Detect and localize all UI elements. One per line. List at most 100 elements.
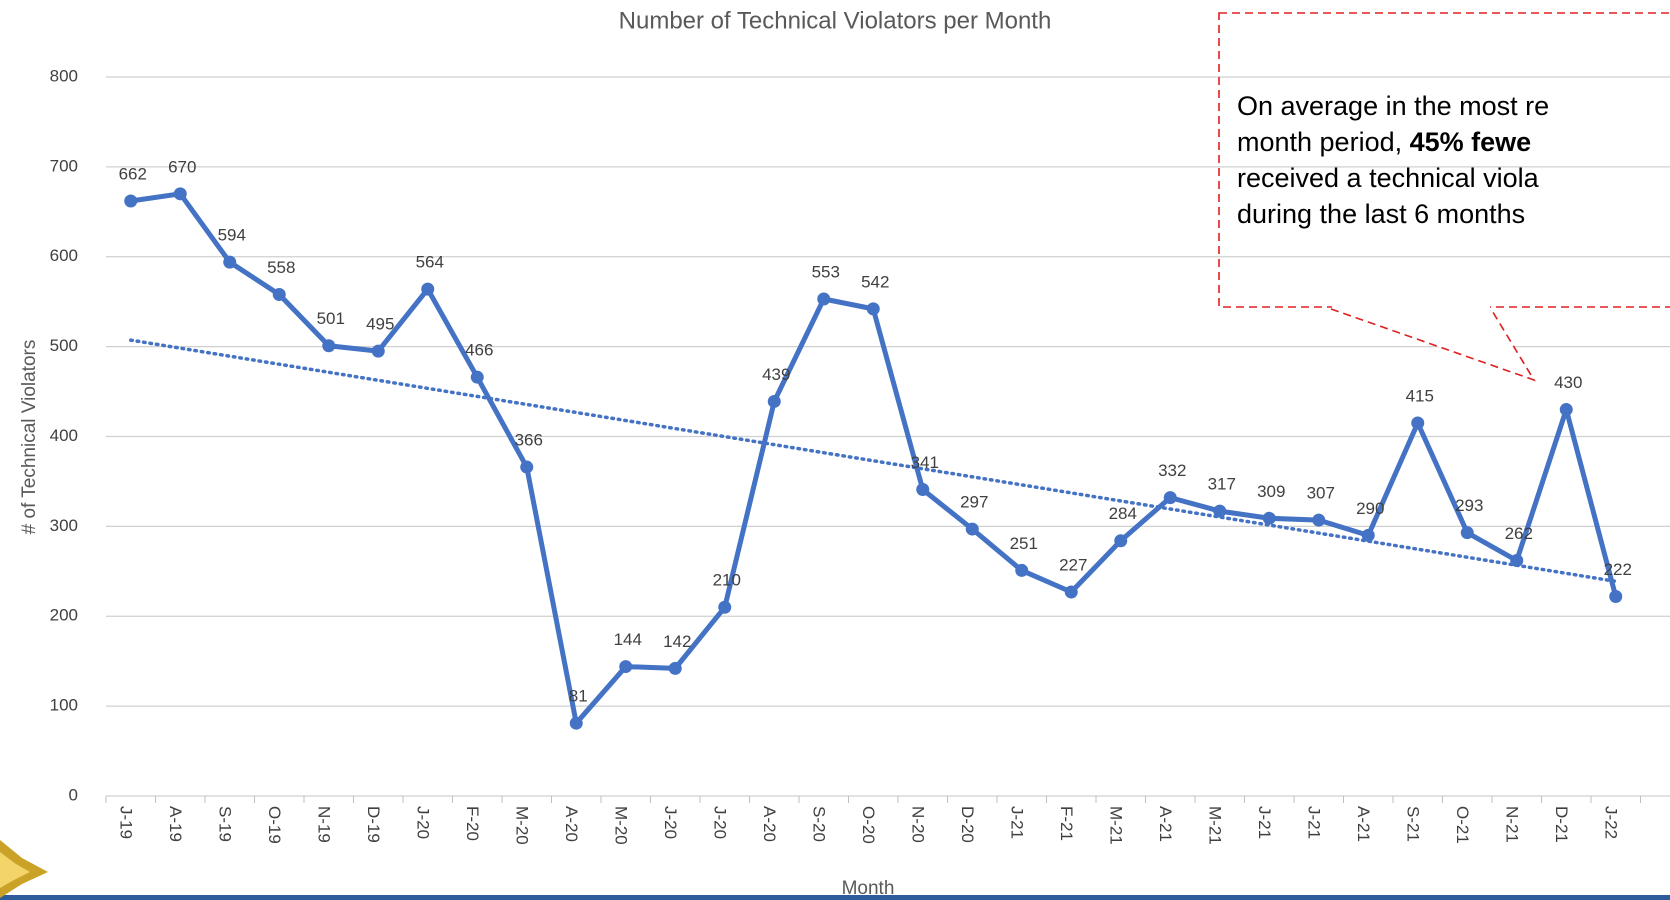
y-tick-label: 500 <box>50 336 78 355</box>
data-label: 439 <box>762 365 790 384</box>
y-tick-label: 200 <box>50 606 78 625</box>
data-label: 564 <box>416 253 444 272</box>
chart-title: Number of Technical Violators per Month <box>619 7 1052 34</box>
data-label: 542 <box>861 272 889 291</box>
x-tick-label: J-21 <box>1007 806 1026 839</box>
data-point <box>916 483 930 497</box>
x-tick-label: N-19 <box>314 806 333 843</box>
callout-pointer <box>1330 308 1536 382</box>
data-point <box>1460 526 1474 540</box>
x-tick-label: M-20 <box>611 806 630 845</box>
data-label: 501 <box>317 309 345 328</box>
data-label: 144 <box>614 630 642 649</box>
annotation-line: received a technical viola <box>1237 163 1540 193</box>
data-point <box>668 661 682 675</box>
data-label: 307 <box>1307 484 1335 503</box>
y-tick-label: 400 <box>50 426 78 445</box>
data-point <box>866 302 880 316</box>
x-tick-label: D-19 <box>364 806 383 843</box>
data-point <box>1213 504 1227 518</box>
data-point <box>1411 416 1425 430</box>
data-label: 553 <box>812 262 840 281</box>
data-point <box>223 255 237 269</box>
data-point <box>272 287 286 301</box>
data-point <box>1163 491 1177 505</box>
annotation-text: during the last 6 months <box>1237 199 1525 229</box>
data-label: 332 <box>1158 461 1186 480</box>
data-label: 558 <box>267 258 295 277</box>
x-tick-label: O-20 <box>859 806 878 844</box>
data-label: 366 <box>515 431 543 450</box>
data-point <box>1361 528 1375 542</box>
data-label: 309 <box>1257 482 1285 501</box>
annotation-text: received a technical viola <box>1237 163 1540 193</box>
x-tick-label: J-21 <box>1304 806 1323 839</box>
trendline <box>129 338 1618 584</box>
x-tick-label: S-21 <box>1403 806 1422 842</box>
x-tick-label: D-21 <box>1552 806 1571 843</box>
footer-bar <box>0 895 1670 900</box>
annotation: On average in the most re month period, 4… <box>1218 12 1670 382</box>
data-point <box>520 460 534 474</box>
x-tick-label: J-19 <box>116 806 135 839</box>
x-tick-label: D-20 <box>958 806 977 843</box>
data-label: 210 <box>713 571 741 590</box>
x-tick-label: S-20 <box>809 806 828 842</box>
data-point <box>767 394 781 408</box>
data-label: 430 <box>1554 373 1582 392</box>
data-point <box>1064 585 1078 599</box>
x-tick-label: N-21 <box>1502 806 1521 843</box>
x-tick-label: J-20 <box>710 806 729 839</box>
annotation-text: On average in the most re <box>1237 91 1549 121</box>
y-axis-label: # of Technical Violators <box>19 340 40 535</box>
data-label: 341 <box>911 453 939 472</box>
data-point <box>817 292 831 306</box>
data-point <box>1262 511 1276 525</box>
annotation-box <box>1218 12 1670 308</box>
data-point <box>1609 589 1623 603</box>
data-label: 466 <box>465 341 493 360</box>
data-point <box>1510 554 1524 568</box>
x-tick-label: A-20 <box>562 806 581 842</box>
data-label: 284 <box>1109 504 1137 523</box>
x-tick-label: S-19 <box>215 806 234 842</box>
data-label: 662 <box>119 165 147 184</box>
x-tick-label: J-21 <box>1255 806 1274 839</box>
x-tick-label: A-20 <box>760 806 779 842</box>
data-point <box>1559 403 1573 417</box>
x-tick-label: O-19 <box>265 806 284 844</box>
x-tick-label: J-22 <box>1601 806 1620 839</box>
x-tick-label: M-21 <box>1106 806 1125 845</box>
y-tick-label: 800 <box>50 66 78 85</box>
x-tick-label: A-21 <box>1156 806 1175 842</box>
logo <box>0 840 48 898</box>
data-label: 670 <box>168 157 196 176</box>
data-label: 81 <box>569 687 588 706</box>
data-label: 415 <box>1406 387 1434 406</box>
x-tick-label: A-19 <box>166 806 185 842</box>
data-label: 227 <box>1059 555 1087 574</box>
x-tick-label: F-21 <box>1057 806 1076 841</box>
annotation-line: during the last 6 months <box>1237 199 1525 229</box>
data-point <box>718 600 732 614</box>
annotation-text: 45% fewe <box>1410 127 1532 157</box>
data-label: 290 <box>1356 499 1384 518</box>
data-label: 594 <box>218 226 246 245</box>
annotation-line: On average in the most re <box>1237 91 1549 121</box>
data-point <box>1312 513 1326 527</box>
data-point <box>173 187 187 201</box>
data-point <box>1114 534 1128 548</box>
data-label: 317 <box>1208 475 1236 494</box>
data-label: 297 <box>960 493 988 512</box>
x-tick-label: J-20 <box>413 806 432 839</box>
x-tick-label: M-20 <box>512 806 531 845</box>
annotation-line: month period, 45% fewe <box>1237 127 1531 157</box>
x-tick-label: J-20 <box>661 806 680 839</box>
y-tick-label: 0 <box>69 785 78 804</box>
x-axis-label: Month <box>842 878 895 899</box>
data-point <box>619 660 633 674</box>
y-tick-label: 700 <box>50 156 78 175</box>
annotation-text: month period, <box>1237 127 1410 157</box>
data-label: 251 <box>1010 534 1038 553</box>
